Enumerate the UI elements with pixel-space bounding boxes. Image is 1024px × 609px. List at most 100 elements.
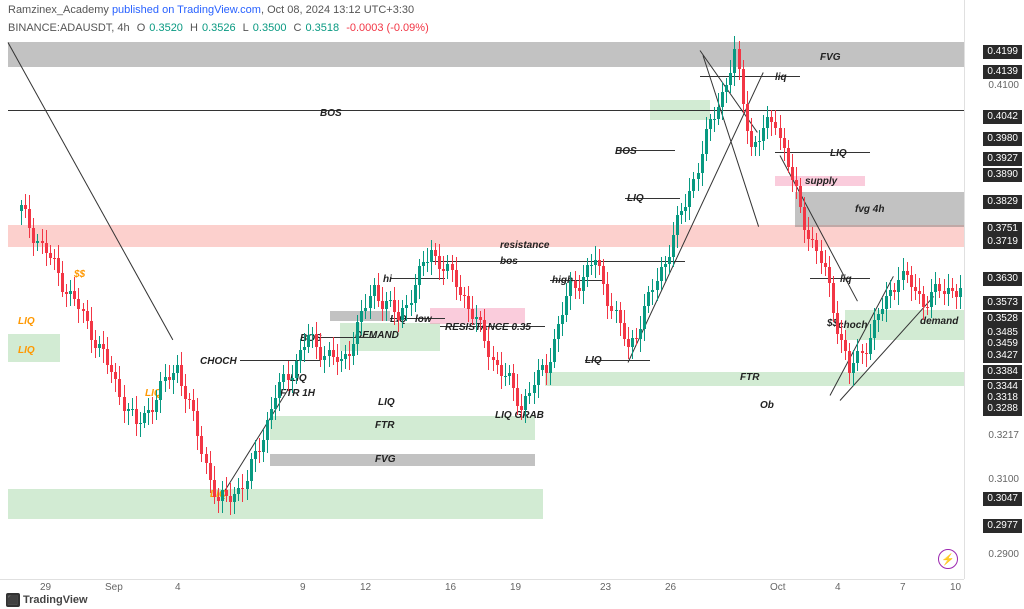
- candlestick: [278, 373, 281, 411]
- chart-header: Ramzinex_Academy published on TradingVie…: [8, 4, 414, 16]
- candlestick: [664, 256, 667, 280]
- candlestick: [541, 359, 544, 376]
- chart-area[interactable]: FVGFVGFTRDEMANDFTRsupplyfvg 4hdemand$$LI…: [0, 0, 964, 579]
- price-label: 0.3384: [983, 365, 1022, 379]
- candlestick: [262, 429, 265, 461]
- candlestick: [77, 288, 80, 323]
- candlestick: [159, 372, 162, 412]
- zone-label: demand: [920, 316, 958, 327]
- candlestick: [168, 365, 171, 389]
- candlestick: [897, 267, 900, 305]
- price-label: 0.3630: [983, 272, 1022, 286]
- candlestick: [795, 167, 798, 199]
- chart-zone: [270, 454, 535, 466]
- candlestick: [381, 287, 384, 321]
- date-label: 4: [175, 582, 181, 593]
- candlestick: [94, 330, 97, 358]
- candlestick: [287, 361, 290, 392]
- candlestick: [713, 107, 716, 131]
- candlestick: [205, 447, 208, 475]
- candlestick: [877, 308, 880, 332]
- price-label: 0.3719: [983, 235, 1022, 249]
- candlestick: [938, 278, 941, 298]
- candlestick: [475, 305, 478, 332]
- candlestick: [824, 250, 827, 276]
- price-label: 0.3528: [983, 312, 1022, 326]
- price-label: 0.2977: [983, 519, 1022, 533]
- candlestick: [635, 328, 638, 345]
- candlestick: [820, 240, 823, 274]
- tradingview-watermark: ⬛TradingView: [6, 593, 88, 607]
- candlestick: [787, 140, 790, 173]
- candlestick: [779, 115, 782, 150]
- candlestick: [680, 203, 683, 224]
- candlestick: [45, 230, 48, 267]
- candlestick: [98, 336, 101, 357]
- trend-line: [8, 42, 174, 340]
- candlestick: [213, 466, 216, 503]
- date-label: 19: [510, 582, 521, 593]
- chart-annotation: CHOCH: [200, 356, 237, 367]
- candlestick: [332, 337, 335, 365]
- chart-annotation: LIQ: [18, 345, 35, 356]
- candlestick: [840, 320, 843, 353]
- candlestick: [943, 279, 946, 305]
- candlestick: [565, 283, 568, 322]
- candlestick: [233, 487, 236, 514]
- candlestick: [709, 114, 712, 142]
- candlestick: [865, 343, 868, 367]
- candlestick: [623, 310, 626, 346]
- candlestick: [721, 82, 724, 120]
- candlestick: [738, 41, 741, 80]
- price-label: 0.3047: [983, 492, 1022, 506]
- candlestick: [508, 365, 511, 386]
- candlestick: [82, 303, 85, 322]
- candlestick: [598, 249, 601, 275]
- bolt-icon[interactable]: ⚡: [938, 549, 958, 569]
- candlestick: [57, 245, 60, 285]
- candlestick: [135, 396, 138, 437]
- candlestick: [164, 364, 167, 392]
- y-axis[interactable]: 0.41990.41390.40420.39800.39270.38900.38…: [964, 0, 1024, 579]
- candlestick: [344, 345, 347, 369]
- zone-label: fvg 4h: [855, 204, 884, 215]
- candlestick: [639, 316, 642, 352]
- candlestick: [364, 294, 367, 319]
- chart-annotation: LIQ: [585, 355, 602, 366]
- candlestick: [291, 365, 294, 393]
- candlestick: [41, 229, 44, 254]
- candlestick: [143, 406, 146, 428]
- candlestick: [729, 60, 732, 93]
- date-label: 7: [900, 582, 906, 593]
- candlestick: [762, 115, 765, 150]
- candlestick: [906, 262, 909, 284]
- candlestick: [803, 197, 806, 243]
- candlestick: [282, 365, 285, 390]
- ticker-bar: BINANCE:ADAUSDT, 4h O0.3520 H0.3526 L0.3…: [8, 22, 433, 34]
- candlestick: [451, 255, 454, 281]
- candlestick: [307, 324, 310, 353]
- candlestick: [221, 481, 224, 514]
- candlestick: [770, 110, 773, 135]
- candlestick: [61, 261, 64, 298]
- candlestick: [311, 327, 314, 347]
- price-label: 0.2900: [985, 549, 1022, 561]
- zone-label: FTR: [740, 372, 759, 383]
- date-label: 16: [445, 582, 456, 593]
- date-label: 29: [40, 582, 51, 593]
- x-axis[interactable]: 29Sep491216192326Oct4710: [0, 579, 964, 599]
- candlestick: [315, 322, 318, 359]
- candlestick: [873, 308, 876, 350]
- date-label: 4: [835, 582, 841, 593]
- symbol: BINANCE:ADAUSDT, 4h: [8, 22, 130, 34]
- candlestick: [545, 354, 548, 385]
- candlestick: [861, 344, 864, 365]
- date-label: 12: [360, 582, 371, 593]
- candlestick: [319, 333, 322, 367]
- candlestick: [705, 117, 708, 160]
- candlestick: [397, 300, 400, 332]
- candlestick: [155, 390, 158, 419]
- candlestick: [807, 217, 810, 251]
- candlestick: [69, 280, 72, 306]
- chart-annotation: resistance: [500, 240, 549, 251]
